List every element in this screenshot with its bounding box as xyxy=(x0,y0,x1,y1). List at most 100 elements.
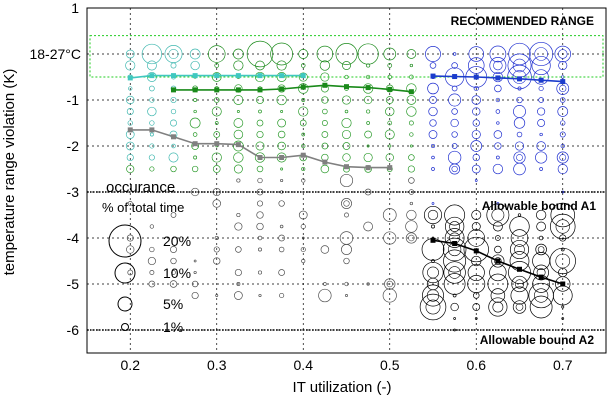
bubble xyxy=(233,60,244,71)
bubble xyxy=(539,132,543,137)
bubble xyxy=(299,119,307,127)
x-tick-label: 0.5 xyxy=(380,357,400,373)
bubble xyxy=(534,47,548,61)
bubble xyxy=(537,246,545,253)
bubble xyxy=(128,86,133,91)
bubble xyxy=(125,60,136,71)
series-point xyxy=(408,89,414,95)
bubble xyxy=(447,150,462,165)
series-point xyxy=(214,73,220,79)
bubble xyxy=(212,165,221,173)
bubble xyxy=(191,280,199,288)
bubble xyxy=(467,263,485,282)
bubble xyxy=(517,86,522,91)
bubble xyxy=(246,40,274,68)
bubble xyxy=(236,110,240,113)
series-point xyxy=(300,152,306,158)
bubble xyxy=(387,120,393,126)
series-point xyxy=(192,87,198,93)
series-point xyxy=(560,79,566,85)
series-point xyxy=(192,141,198,147)
bubble xyxy=(561,305,565,309)
bubble xyxy=(517,213,522,217)
bubble xyxy=(258,293,262,298)
bubble xyxy=(257,177,263,184)
bubble xyxy=(422,284,444,307)
bubble xyxy=(494,245,502,254)
bubble xyxy=(301,258,306,264)
bubble xyxy=(170,108,177,115)
bubble xyxy=(443,261,466,284)
bubble xyxy=(323,282,327,286)
bubble xyxy=(126,164,135,174)
bubble xyxy=(451,62,458,69)
bubble xyxy=(536,141,546,151)
bubble xyxy=(214,63,220,68)
bubble xyxy=(236,178,241,183)
series-point xyxy=(322,159,328,165)
bubble xyxy=(537,119,546,127)
series-point xyxy=(257,87,263,93)
plot-frame xyxy=(86,7,607,354)
bubble xyxy=(256,165,264,173)
bubble xyxy=(382,288,397,303)
bubble xyxy=(428,106,438,117)
bubble xyxy=(255,141,265,151)
bubble xyxy=(147,106,157,117)
bubble xyxy=(452,52,457,56)
series-point xyxy=(214,141,220,147)
bubble xyxy=(256,119,264,127)
bubble xyxy=(321,131,329,138)
bubble xyxy=(343,200,350,207)
series-point xyxy=(495,75,501,81)
series-point xyxy=(257,73,263,79)
bubble xyxy=(344,109,349,114)
bubble xyxy=(449,163,461,175)
bubble xyxy=(278,200,285,207)
bubble xyxy=(443,273,466,295)
bubble xyxy=(451,108,458,115)
bubble xyxy=(235,246,242,253)
series-point xyxy=(171,134,176,140)
bubble xyxy=(234,291,243,300)
bubble xyxy=(211,106,222,117)
series-point xyxy=(473,248,479,254)
bubble xyxy=(214,121,219,125)
series-point xyxy=(149,73,155,79)
bubble xyxy=(364,130,372,139)
bubble xyxy=(149,143,155,149)
bubble xyxy=(535,243,547,256)
bubble xyxy=(533,264,549,281)
bubble xyxy=(406,209,417,221)
bubble xyxy=(429,62,437,69)
bubble xyxy=(450,302,459,312)
bubble xyxy=(516,96,523,104)
bubble xyxy=(549,213,576,240)
bubble xyxy=(321,142,329,150)
bubble xyxy=(555,219,570,234)
bubble xyxy=(431,224,435,229)
bubble xyxy=(366,63,371,68)
bubble xyxy=(127,269,134,276)
bubble xyxy=(448,93,462,107)
bubble xyxy=(125,49,135,59)
bubble xyxy=(141,43,163,65)
series-point xyxy=(430,73,436,79)
bubble xyxy=(561,317,565,320)
bubble xyxy=(342,61,351,70)
bubble xyxy=(491,254,505,268)
bubble xyxy=(212,199,222,208)
bubble xyxy=(258,109,262,114)
bubble xyxy=(125,95,135,105)
bubble xyxy=(385,153,394,162)
series-point xyxy=(127,127,133,133)
bubble xyxy=(384,129,395,140)
bubble xyxy=(366,109,371,114)
series-point xyxy=(235,142,241,148)
bubble xyxy=(409,63,414,68)
bubble xyxy=(496,121,500,125)
series-point xyxy=(279,86,285,92)
bubble xyxy=(535,151,548,164)
bubble xyxy=(473,85,479,92)
bubble xyxy=(474,317,478,320)
